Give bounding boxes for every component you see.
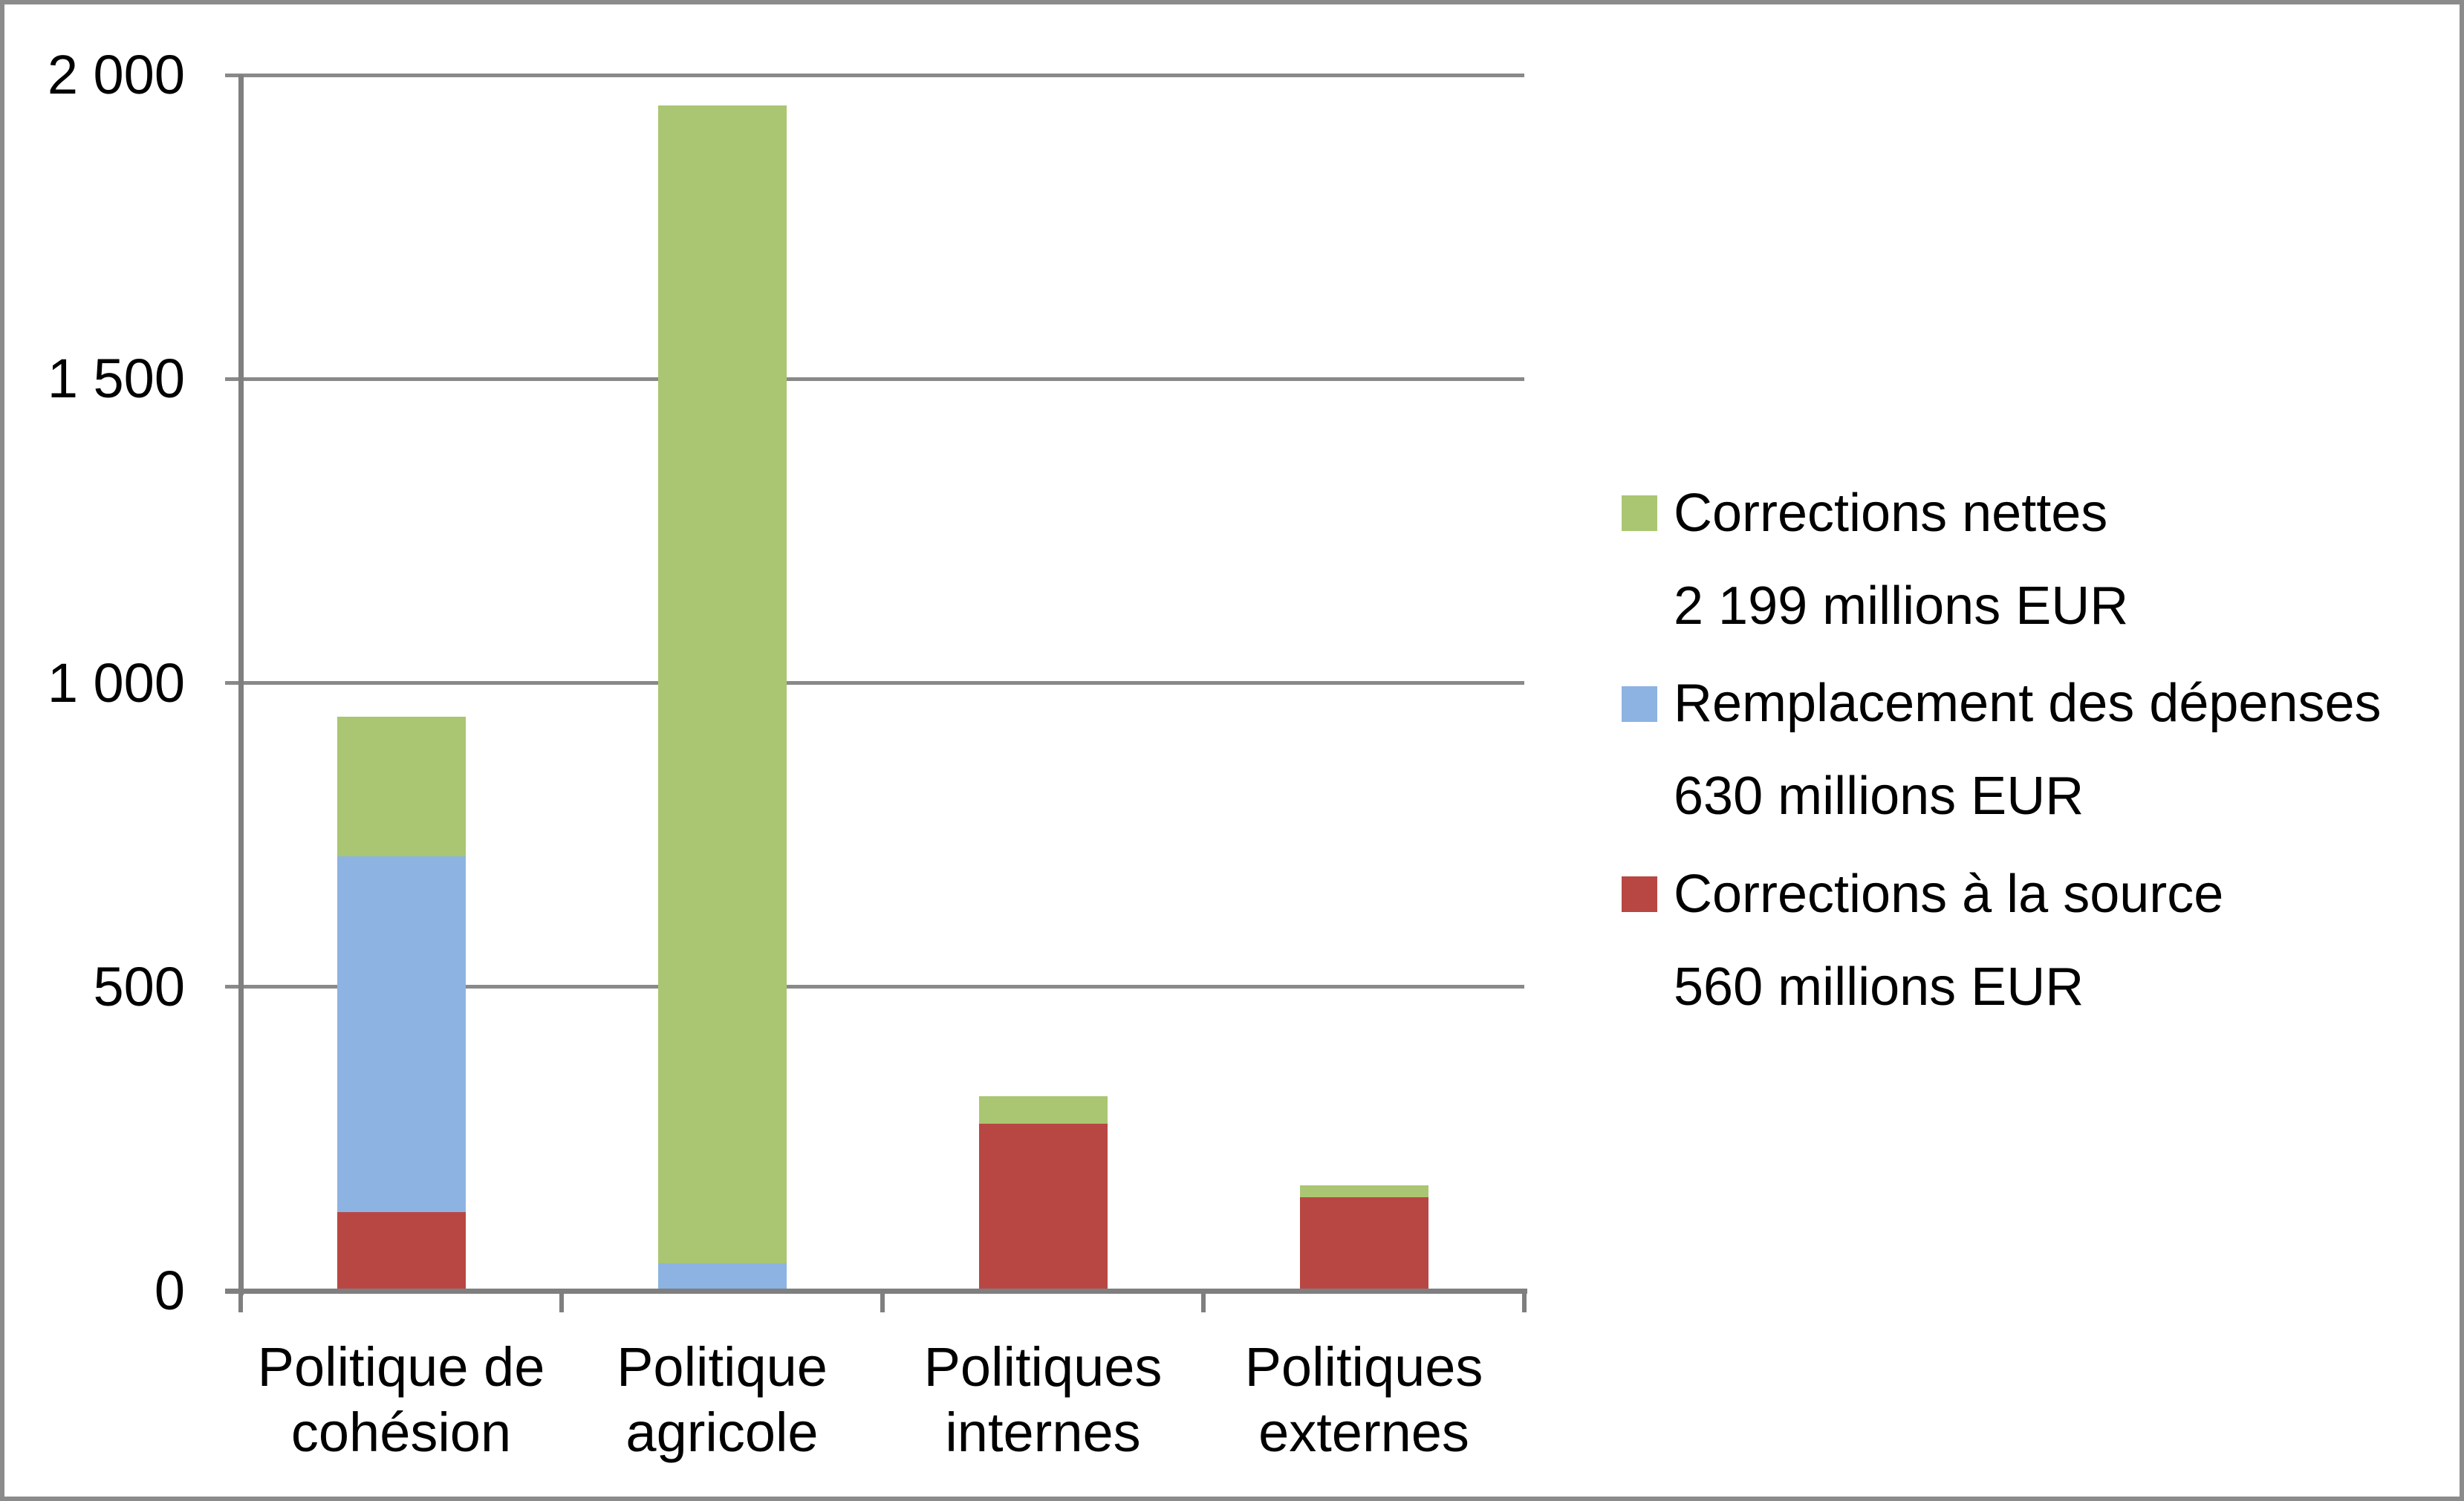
legend-entry-name: Remplacement des dépenses bbox=[1674, 674, 2382, 733]
legend-entry-value: 560 millions EUR bbox=[1674, 957, 2084, 1017]
y-axis-line bbox=[238, 75, 244, 1295]
y-tick-label-500: 500 bbox=[93, 956, 185, 1018]
gridline-1000 bbox=[225, 681, 1524, 685]
x-category-label-line2: externes bbox=[1258, 1401, 1469, 1463]
legend-swatch bbox=[1622, 876, 1657, 912]
x-axis-tick-0 bbox=[238, 1293, 243, 1312]
x-category-label-line1: Politiques bbox=[1244, 1336, 1483, 1398]
legend-entry-name: Corrections à la source bbox=[1674, 865, 2224, 924]
x-category-label-line2: agricole bbox=[625, 1401, 819, 1463]
legend-swatch bbox=[1622, 686, 1657, 722]
x-category-label-line2: cohésion bbox=[290, 1401, 512, 1463]
y-tick-label-0: 0 bbox=[154, 1260, 185, 1321]
x-category-label: Politique agricole bbox=[562, 1335, 882, 1465]
y-tick-label-1500: 1 500 bbox=[47, 348, 185, 409]
x-category-label-line2: internes bbox=[945, 1401, 1141, 1463]
legend-entry-value: 630 millions EUR bbox=[1674, 766, 2084, 826]
bar-segment bbox=[337, 1212, 466, 1291]
y-tick-label-2000: 2 000 bbox=[47, 44, 185, 105]
bar-segment bbox=[337, 856, 466, 1212]
bar-segment bbox=[979, 1096, 1108, 1124]
gridline-2000 bbox=[225, 74, 1524, 77]
bar-segment bbox=[1300, 1185, 1428, 1197]
legend-entry-value: 2 199 millions EUR bbox=[1674, 576, 2129, 636]
x-axis-tick-2 bbox=[880, 1293, 885, 1312]
x-category-label-line1: Politique de bbox=[257, 1336, 545, 1398]
legend-entry: Corrections nettes 2 199 millions EUR bbox=[1674, 467, 2128, 653]
gridline-1500 bbox=[225, 377, 1524, 381]
bar-segment bbox=[979, 1124, 1108, 1291]
x-axis-tick-4 bbox=[1522, 1293, 1527, 1312]
bar-segment bbox=[658, 105, 787, 1263]
gridline-500 bbox=[225, 985, 1524, 989]
legend-swatch bbox=[1622, 495, 1657, 531]
legend-entry: Corrections à la source 560 millions EUR bbox=[1674, 848, 2223, 1034]
x-category-label-line1: Politiques bbox=[923, 1336, 1163, 1398]
x-category-label: Politique de cohésion bbox=[241, 1335, 562, 1465]
x-axis-line bbox=[225, 1289, 1527, 1294]
x-category-label: Politiques externes bbox=[1203, 1335, 1524, 1465]
y-tick-label-1000: 1 000 bbox=[47, 652, 185, 714]
x-axis-tick-1 bbox=[559, 1293, 564, 1312]
bar-segment bbox=[337, 717, 466, 856]
x-axis-tick-3 bbox=[1201, 1293, 1206, 1312]
legend-entry-name: Corrections nettes bbox=[1674, 483, 2108, 543]
bar-segment bbox=[1300, 1196, 1428, 1291]
legend-entry: Remplacement des dépenses 630 millions EU… bbox=[1674, 657, 2382, 843]
x-category-label: Politiques internes bbox=[882, 1335, 1203, 1465]
bar-segment bbox=[658, 1263, 787, 1291]
x-category-label-line1: Politique bbox=[617, 1336, 828, 1398]
